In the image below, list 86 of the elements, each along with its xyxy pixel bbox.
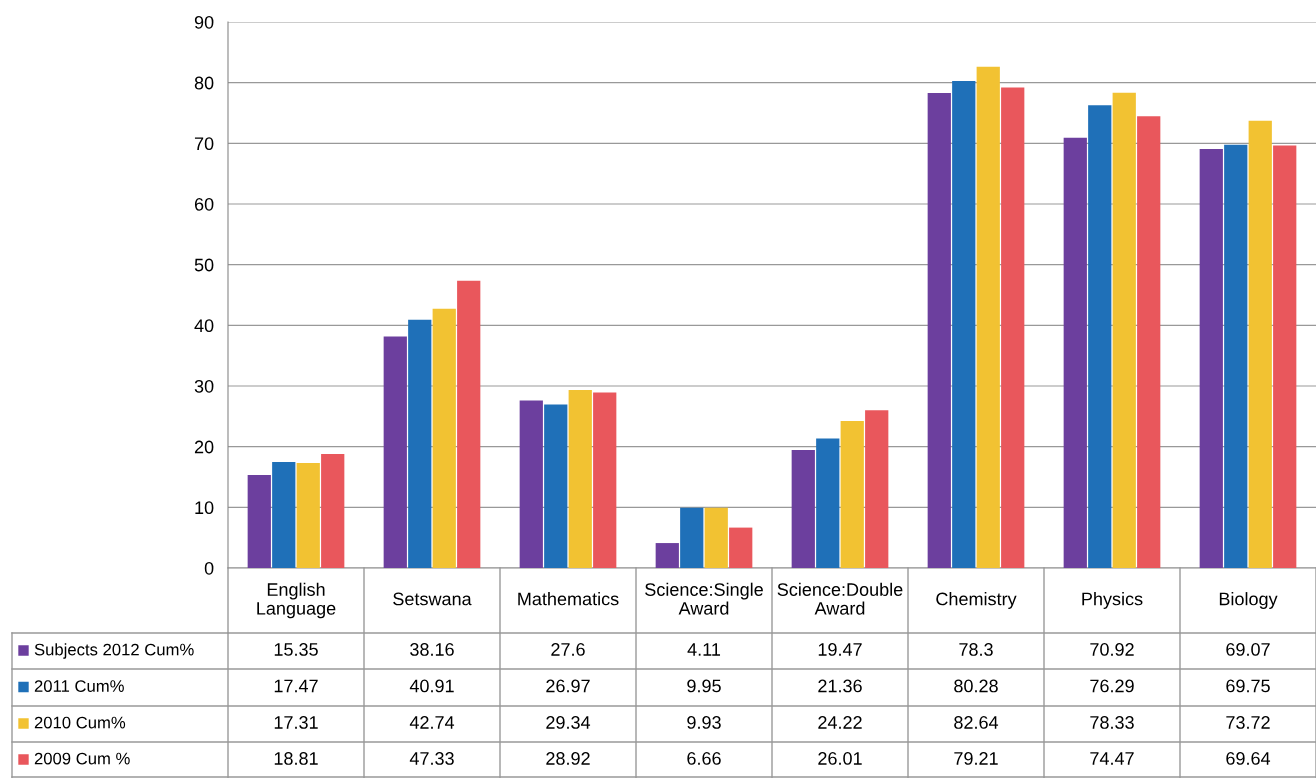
data-label: 73.72: [1226, 716, 1270, 729]
data-label: 24.22: [818, 716, 862, 729]
data-label: 9.93: [687, 716, 721, 729]
x-tick-label: Setswana: [393, 592, 472, 606]
legend-label: 2011 Cum%: [34, 680, 124, 692]
x-tick-label: Science:Double Award: [777, 582, 903, 615]
data-label: 17.31: [274, 716, 318, 729]
data-label: 69.64: [1226, 752, 1271, 765]
data-label: 29.34: [546, 716, 591, 729]
bar: [1088, 105, 1112, 568]
bar: [1137, 116, 1161, 568]
data-label: 78.33: [1090, 716, 1134, 729]
data-label: 4.11: [687, 643, 721, 656]
bar: [1273, 145, 1297, 568]
bar: [1224, 144, 1248, 568]
x-tick-label: Biology: [1219, 592, 1278, 609]
legend-label: 2010 Cum%: [34, 716, 126, 729]
bar: [816, 438, 840, 568]
x-tick-label: Mathematics: [518, 592, 619, 606]
data-label: 15.35: [274, 643, 318, 656]
bar: [1001, 87, 1025, 568]
bar: [519, 400, 543, 568]
data-label: 47.33: [409, 752, 454, 765]
data-label: 26.01: [818, 752, 862, 765]
x-tick-label: Physics: [1082, 592, 1143, 609]
bar: [680, 507, 704, 568]
x-tick-label: Chemistry: [936, 592, 1017, 609]
data-label: 26.97: [546, 679, 590, 693]
bar: [1248, 120, 1272, 568]
data-label: 79.21: [954, 752, 998, 765]
bar: [976, 66, 1000, 568]
bar: [840, 421, 864, 568]
y-tick-label: 50: [194, 258, 214, 272]
data-label: 28.92: [546, 752, 590, 765]
bar: [927, 92, 951, 568]
data-label: 42.74: [409, 716, 455, 729]
bar: [321, 453, 345, 568]
data-label: 6.66: [687, 752, 721, 765]
bar: [1112, 92, 1136, 568]
bar: [865, 410, 889, 568]
data-label: 38.16: [410, 643, 454, 656]
y-tick-label: 10: [195, 501, 214, 515]
data-label: 19.47: [818, 643, 862, 656]
data-label: 74.47: [1090, 752, 1134, 765]
bar: [544, 404, 568, 568]
y-tick-label: 40: [194, 319, 214, 333]
y-tick-label: 60: [194, 197, 214, 211]
y-tick-label: 30: [194, 379, 214, 393]
data-label: 21.36: [818, 679, 862, 693]
bar: [1063, 137, 1087, 568]
legend-label: Subjects 2012 Cum%: [34, 643, 194, 659]
bar: [247, 474, 271, 568]
data-label: 18.81: [274, 752, 318, 765]
x-tick-label: Science:Single Award: [645, 582, 763, 615]
bar: [296, 462, 320, 568]
data-label: 27.6: [551, 643, 585, 656]
bar: [1199, 148, 1223, 568]
y-tick-label: 20: [194, 440, 214, 454]
bar: [432, 308, 456, 568]
data-label: 9.95: [687, 679, 721, 693]
y-tick-label: 70: [194, 137, 214, 151]
y-tick-label: 90: [194, 15, 214, 29]
bar: [704, 507, 728, 568]
data-label: 17.47: [274, 679, 318, 693]
bar: [952, 80, 976, 568]
y-tick-label: 80: [194, 76, 214, 90]
data-label: 40.91: [409, 679, 454, 693]
x-tick-label: English Language: [257, 582, 336, 619]
bar: [568, 390, 592, 568]
bar: [272, 462, 296, 568]
bar: [383, 336, 407, 568]
y-tick-label: 0: [204, 561, 214, 575]
data-label: 69.75: [1226, 679, 1270, 693]
data-label: 70.92: [1090, 643, 1134, 656]
data-label: 76.29: [1090, 679, 1134, 693]
data-label: 80.28: [954, 679, 998, 693]
bar: [593, 392, 617, 568]
legend-label: 2009 Cum %: [34, 752, 130, 765]
bar: [655, 543, 679, 568]
bar: [408, 319, 432, 568]
data-label: 82.64: [954, 716, 999, 729]
data-label: 69.07: [1226, 643, 1270, 656]
bar: [729, 527, 753, 568]
bar: [457, 280, 481, 568]
data-label: 78.3: [959, 643, 993, 656]
bar: [791, 449, 815, 568]
